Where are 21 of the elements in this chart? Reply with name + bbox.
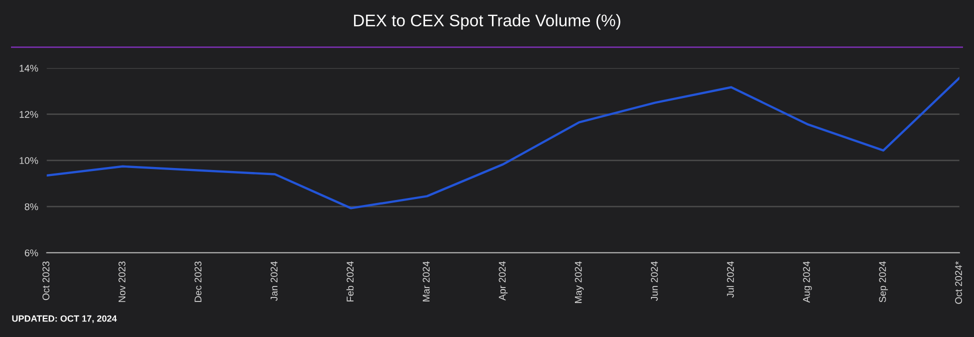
x-tick-label: Apr 2024 — [498, 261, 508, 301]
y-tick-label: 8% — [24, 203, 38, 210]
x-tick-label: Aug 2024 — [803, 261, 812, 303]
x-tick-label: Oct 2024* — [955, 261, 962, 304]
y-tick-label: 6% — [24, 249, 38, 256]
y-tick-label: 14% — [20, 64, 38, 72]
line-series — [46, 76, 960, 210]
x-tick-label: Jul 2024 — [726, 261, 734, 298]
x-tick-label: Feb 2024 — [346, 261, 354, 302]
x-tick-label: Sep 2024 — [879, 261, 888, 302]
x-tick-label: Oct 2023 — [42, 262, 50, 300]
x-tick-label: Mar 2024 — [422, 261, 430, 302]
x-tick-label: Nov 2023 — [118, 262, 126, 302]
x-tick-label: Jun 2024 — [650, 261, 658, 301]
y-tick-label: 10% — [20, 157, 38, 164]
x-tick-label: Dec 2023 — [194, 262, 202, 302]
y-tick-label: 12% — [20, 110, 38, 118]
x-tick-label: May 2024 — [574, 261, 584, 303]
chart-title: DEX to CEX Spot Trade Volume (%) — [354, 14, 620, 30]
x-tick-label: Jan 2024 — [270, 261, 278, 301]
text: UPDATED: OCT 17, 2024 — [12, 315, 117, 324]
